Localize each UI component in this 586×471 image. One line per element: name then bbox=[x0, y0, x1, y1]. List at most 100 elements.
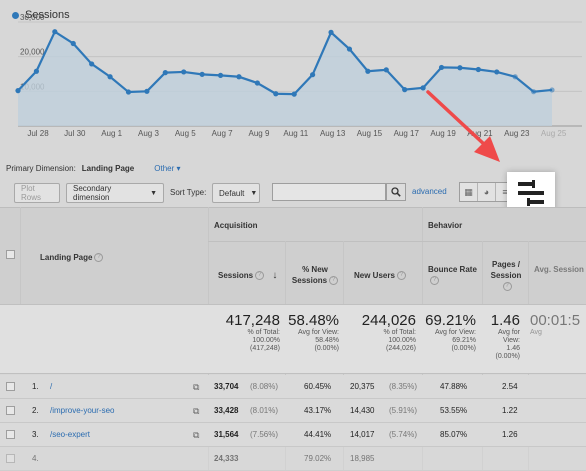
data-point[interactable] bbox=[236, 74, 242, 80]
sort-type-select[interactable]: Default ▼ bbox=[212, 183, 260, 203]
legend-dot bbox=[12, 11, 19, 19]
data-point[interactable] bbox=[199, 71, 205, 77]
search-button[interactable] bbox=[386, 183, 406, 201]
landing-page-link[interactable]: /improve-your-seo bbox=[50, 406, 115, 415]
row-new-users: 20,375 bbox=[350, 382, 375, 391]
data-point[interactable] bbox=[402, 87, 408, 93]
table-row[interactable]: 4. 24,333 79.02% 18,985 bbox=[0, 447, 586, 471]
data-point[interactable] bbox=[162, 70, 168, 76]
bounce-rate-header[interactable]: Bounce Rate? bbox=[428, 264, 480, 286]
data-point[interactable] bbox=[181, 69, 187, 75]
row-checkbox[interactable] bbox=[6, 454, 15, 463]
acquisition-group-header: Acquisition bbox=[214, 221, 258, 230]
comparison-view-icon[interactable]: ≡ bbox=[502, 187, 508, 197]
data-point[interactable] bbox=[420, 85, 426, 91]
data-point[interactable] bbox=[346, 46, 353, 52]
secondary-dimension-label: Secondary dimension bbox=[73, 184, 112, 202]
data-point[interactable] bbox=[383, 67, 389, 73]
data-point[interactable] bbox=[217, 72, 224, 78]
secondary-dimension-select[interactable]: Secondary dimension ▼ bbox=[66, 183, 164, 203]
x-tick-label: Aug 23 bbox=[504, 129, 530, 138]
avg-duration-header[interactable]: Avg. Session Duration bbox=[534, 264, 586, 275]
data-point[interactable] bbox=[144, 88, 150, 94]
pages-session-header[interactable]: Pages / Session? bbox=[487, 259, 525, 292]
new-users-header[interactable]: New Users? bbox=[354, 270, 406, 281]
row-new-users: 14,430 bbox=[350, 406, 375, 415]
advanced-filter-link[interactable]: advanced bbox=[412, 187, 447, 196]
table-row[interactable]: 3. /seo-expert ⧉ 31,564 (7.56%) 44.41% 14,017 (… bbox=[0, 423, 586, 447]
row-sessions-pct: (8.01%) bbox=[250, 406, 279, 415]
data-point[interactable] bbox=[291, 91, 297, 97]
row-new-users-pct: (5.91%) bbox=[389, 406, 418, 415]
landing-page-link[interactable]: /seo-expert bbox=[50, 430, 91, 439]
row-new-sessions: 44.41% bbox=[304, 430, 332, 439]
data-point[interactable] bbox=[254, 80, 260, 86]
total-pages-session-caption-2: View: bbox=[503, 337, 520, 344]
data-point[interactable] bbox=[512, 74, 518, 80]
x-tick-label: Aug 7 bbox=[212, 129, 233, 138]
popout-icon: ⧉ bbox=[193, 382, 200, 392]
data-point[interactable] bbox=[328, 29, 334, 35]
chart-legend: Sessions bbox=[12, 9, 70, 21]
other-label: Other bbox=[154, 164, 175, 173]
data-point[interactable] bbox=[530, 89, 537, 95]
table-row[interactable]: 1. / ⧉ 33,704 (8.08%) 60.45% 20,375 (8.35%) 47.8… bbox=[0, 375, 586, 399]
row-index: 1. bbox=[32, 382, 39, 391]
data-point[interactable] bbox=[365, 68, 371, 74]
landing-page-header[interactable]: Landing Page? bbox=[40, 252, 104, 263]
total-avg-duration-caption: Avg bbox=[530, 329, 542, 336]
y-tick-label: 20,000 bbox=[20, 48, 45, 57]
total-bounce-rate-value: 69.21% bbox=[425, 312, 476, 329]
row-new-users-pct: (5.74%) bbox=[389, 430, 418, 439]
pages-session-header-label: Pages / Session bbox=[490, 260, 522, 280]
avg-duration-header-label: Avg. Session Duration bbox=[534, 265, 586, 274]
select-all-checkbox[interactable] bbox=[6, 250, 15, 259]
other-dimension-link[interactable]: Other ▾ bbox=[154, 164, 180, 173]
total-bounce-rate-pct: 69.21% bbox=[452, 337, 476, 344]
data-point[interactable] bbox=[494, 69, 500, 75]
data-point[interactable] bbox=[457, 65, 463, 71]
sessions-header[interactable]: Sessions? ↓ bbox=[218, 270, 277, 281]
data-point[interactable] bbox=[107, 74, 113, 80]
sort-type-label: Sort Type: bbox=[170, 188, 207, 197]
total-new-sessions-pct: 58.48% bbox=[315, 337, 339, 344]
data-point[interactable] bbox=[549, 87, 555, 93]
data-point[interactable] bbox=[70, 40, 76, 47]
row-checkbox[interactable] bbox=[6, 406, 15, 415]
table-search-input[interactable] bbox=[272, 183, 386, 201]
bounce-rate-header-label: Bounce Rate bbox=[428, 265, 477, 274]
landing-page-table: Landing Page? Acquisition Behavior Sessi… bbox=[0, 207, 586, 471]
new-sessions-header-label: % New Sessions bbox=[291, 265, 328, 285]
data-point[interactable] bbox=[475, 66, 481, 73]
table-row[interactable]: 2. /improve-your-seo ⧉ 33,428 (8.01%) 43.17% 1… bbox=[0, 399, 586, 423]
plot-rows-button[interactable]: Plot Rows bbox=[14, 183, 60, 203]
sessions-line bbox=[17, 30, 553, 96]
data-point[interactable] bbox=[438, 64, 445, 71]
data-point[interactable] bbox=[273, 91, 279, 97]
new-sessions-header[interactable]: % New Sessions? bbox=[290, 264, 340, 286]
row-checkbox[interactable] bbox=[6, 382, 15, 391]
table-view-icon[interactable]: ▦ bbox=[460, 183, 478, 201]
data-point[interactable] bbox=[33, 68, 40, 74]
row-bounce-rate: 47.88% bbox=[440, 382, 468, 391]
data-point[interactable] bbox=[89, 61, 95, 67]
row-sessions: 24,333 bbox=[214, 454, 239, 463]
primary-dimension-value[interactable]: Landing Page bbox=[81, 164, 135, 173]
chevron-down-icon: ▼ bbox=[250, 189, 258, 197]
total-bounce-rate-delta: (0.00%) bbox=[451, 345, 476, 352]
chevron-down-icon: ▼ bbox=[150, 189, 157, 197]
data-point[interactable] bbox=[125, 89, 132, 95]
total-new-users-caption: % of Total: bbox=[383, 329, 416, 336]
landing-page-link[interactable]: / bbox=[50, 382, 53, 391]
data-point[interactable] bbox=[52, 29, 58, 35]
pie-view-icon[interactable]: ◕ bbox=[478, 183, 496, 201]
x-tick-label: Aug 5 bbox=[175, 129, 196, 138]
sessions-header-label: Sessions bbox=[218, 271, 254, 280]
row-checkbox[interactable] bbox=[6, 430, 15, 439]
data-point[interactable] bbox=[310, 72, 316, 78]
total-new-users-value: 244,026 bbox=[361, 312, 416, 329]
x-tick-label: Aug 3 bbox=[138, 129, 159, 138]
data-point[interactable] bbox=[15, 88, 21, 94]
